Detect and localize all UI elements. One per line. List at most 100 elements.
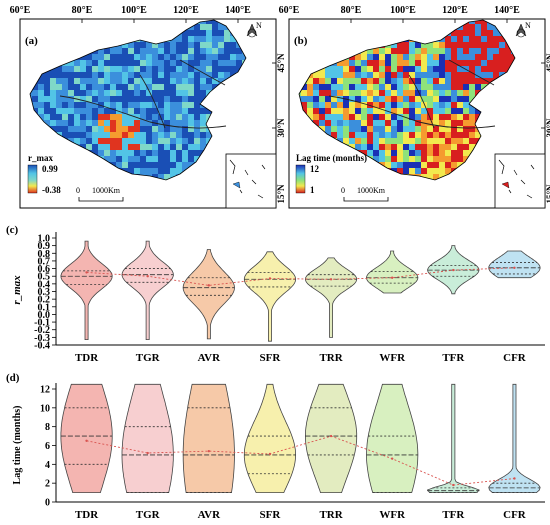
panel-label: (d) (6, 372, 20, 384)
lon-tick-label: 60°E (279, 5, 300, 16)
x-tick-label: TDR (75, 352, 99, 364)
x-tick-label: TRR (319, 509, 343, 521)
y-tick-label: 0.0 (38, 310, 51, 321)
y-tick-label: 2 (45, 479, 50, 490)
violin-CFR (488, 383, 541, 493)
x-tick-label: TGR (136, 352, 161, 364)
y-tick-label: 0 (45, 498, 50, 509)
mean-point (207, 284, 211, 287)
mean-point (85, 439, 88, 442)
violin-TDR (60, 383, 113, 493)
lon-tick-label: 100°E (121, 5, 147, 16)
lon-tick-label: 100°E (390, 5, 416, 16)
scale-bar: 0 1000Km (341, 186, 389, 202)
lat-tick-label: 15°N (545, 184, 550, 204)
y-tick-label: 0.7 (38, 256, 51, 267)
map-ticks: 60°E 80°E 100°E 120°E 140°E 45°N 30°N 15°N (10, 5, 286, 204)
y-tick-label: 0.4 (38, 279, 51, 290)
x-tick-label: AVR (198, 509, 221, 521)
svg-text:0: 0 (76, 186, 80, 195)
y-tick-label: -0.4 (34, 341, 50, 352)
x-tick-label: AVR (198, 352, 221, 364)
violin-TFR (426, 383, 480, 493)
lon-tick-label: 120°E (173, 5, 199, 16)
violin-SFR (243, 383, 297, 493)
mean-point (85, 271, 88, 274)
lat-tick-label: 45°N (545, 53, 550, 73)
boundary-line (408, 74, 435, 129)
legend-min: -0.38 (42, 185, 61, 195)
mean-point (329, 278, 333, 281)
legend-title: r_max (28, 153, 53, 163)
boundary-line (448, 59, 495, 86)
mean-point (146, 451, 149, 455)
x-tick-label: SFR (260, 509, 282, 521)
x-tick-label: WFR (379, 509, 406, 521)
y-axis-label: r_max (11, 275, 23, 305)
legend-max: 12 (310, 164, 320, 174)
mean-point (268, 277, 272, 280)
y-tick-label: -0.2 (34, 325, 50, 336)
violin-TGR (121, 240, 174, 340)
north-label: N (256, 21, 262, 30)
colorbar (295, 164, 306, 194)
panel-label: (a) (25, 35, 38, 47)
lat-tick-label: 30°N (276, 118, 286, 138)
inset-map (225, 153, 277, 209)
legend-title: Lag time (months) (296, 153, 367, 163)
violin-AVR (182, 249, 235, 340)
y-tick-label: -0.1 (34, 318, 50, 329)
lat-tick-label: 15°N (276, 184, 286, 204)
y-tick-label: 1.0 (38, 234, 51, 245)
y-tick-label: 0.6 (38, 264, 51, 275)
x-tick-label: TFR (442, 509, 465, 521)
svg-text:1000Km: 1000Km (92, 186, 121, 195)
x-tick-label: SFR (260, 352, 282, 364)
lon-tick-label: 120°E (442, 5, 468, 16)
violin-chart-d: (d) Lag time (months) 0 2 4 6 8 10 12 TDR TGR AVR… (6, 372, 545, 521)
mean-point (268, 452, 272, 456)
north-arrow: N (515, 21, 531, 38)
mean-point (452, 268, 455, 272)
violin-WFR (366, 383, 419, 493)
legend-max: 0.99 (42, 164, 58, 174)
scale-bar: 0 1000Km (76, 186, 124, 202)
x-tick-label: TFR (442, 352, 465, 364)
x-tick-label: CFR (503, 352, 527, 364)
y-tick-label: 0.5 (38, 272, 51, 283)
boundary-line (139, 74, 166, 129)
y-tick-label: 12 (40, 385, 50, 396)
north-label: N (525, 21, 531, 30)
violin-TRR (304, 257, 358, 338)
y-tick-label: 0.2 (38, 295, 51, 306)
colorbar (27, 164, 38, 194)
lat-tick-label: 30°N (545, 118, 550, 138)
violin-TGR (121, 383, 174, 493)
mean-point (207, 449, 211, 453)
svg-text:0: 0 (341, 186, 345, 195)
y-tick-label: 6 (45, 441, 50, 452)
y-tick-label: -0.3 (34, 333, 50, 344)
x-tick-label: TDR (75, 509, 99, 521)
lon-tick-label: 80°E (72, 5, 93, 16)
inset-map (494, 153, 546, 209)
panel-label: (b) (294, 35, 308, 47)
mean-point (390, 276, 394, 279)
mean-point (390, 457, 394, 460)
mean-point (513, 477, 516, 480)
y-tick-label: 10 (40, 403, 50, 414)
svg-text:1000Km: 1000Km (357, 186, 386, 195)
x-tick-label: TGR (136, 509, 161, 521)
violin-CFR (488, 250, 541, 279)
map-panel-a: 60°E 80°E 100°E 120°E 140°E45°N30°N15°N (a) … (10, 5, 286, 209)
violin-TDR (60, 240, 113, 340)
map-panel-b: 60°E 80°E 100°E 120°E 140°E45°N30°N15°N (b) … (279, 5, 550, 209)
boundary-line (328, 95, 496, 129)
panel-label: (c) (6, 224, 19, 236)
mean-point (513, 266, 516, 270)
lon-tick-label: 60°E (10, 5, 31, 16)
mean-point (452, 483, 455, 487)
y-tick-label: 4 (45, 460, 50, 471)
boundary-line (59, 95, 227, 129)
